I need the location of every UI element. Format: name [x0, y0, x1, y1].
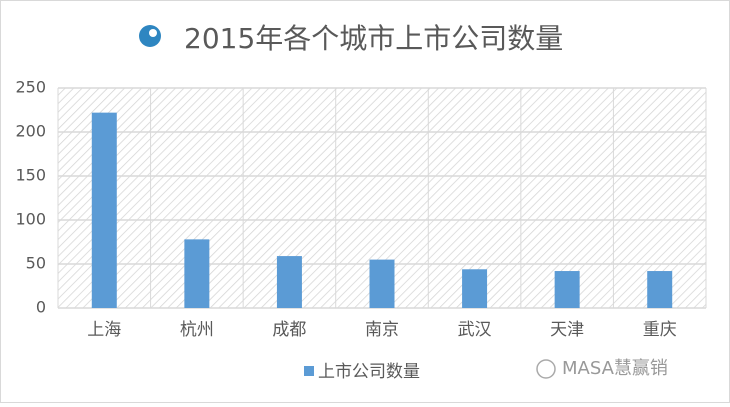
legend-swatch	[304, 366, 314, 376]
x-tick-label: 武汉	[458, 320, 492, 340]
bar	[647, 271, 673, 308]
x-tick-label: 重庆	[643, 320, 677, 340]
bar	[369, 259, 395, 308]
x-tick-label: 杭州	[180, 320, 214, 340]
logo	[139, 25, 161, 47]
y-tick-label: 150	[15, 166, 46, 185]
y-tick-label: 50	[26, 254, 46, 273]
y-tick-label: 0	[36, 298, 46, 317]
x-tick-label: 天津	[550, 320, 584, 340]
y-tick-label: 100	[15, 210, 46, 229]
x-tick-label: 上海	[87, 320, 121, 340]
bar	[184, 239, 210, 308]
y-tick-label: 200	[15, 122, 46, 141]
chart-title: 2015年各个城市上市公司数量	[184, 22, 563, 55]
watermark: MASA慧赢销	[562, 357, 668, 379]
bar	[554, 271, 580, 308]
legend-label: 上市公司数量	[318, 362, 420, 382]
x-tick-label: 南京	[365, 320, 399, 340]
bar	[91, 112, 117, 308]
y-tick-label: 250	[15, 78, 46, 97]
bar	[276, 256, 302, 308]
bar	[462, 269, 488, 308]
watermark-group: MASA慧赢销	[536, 357, 668, 379]
x-tick-label: 成都	[272, 320, 306, 340]
